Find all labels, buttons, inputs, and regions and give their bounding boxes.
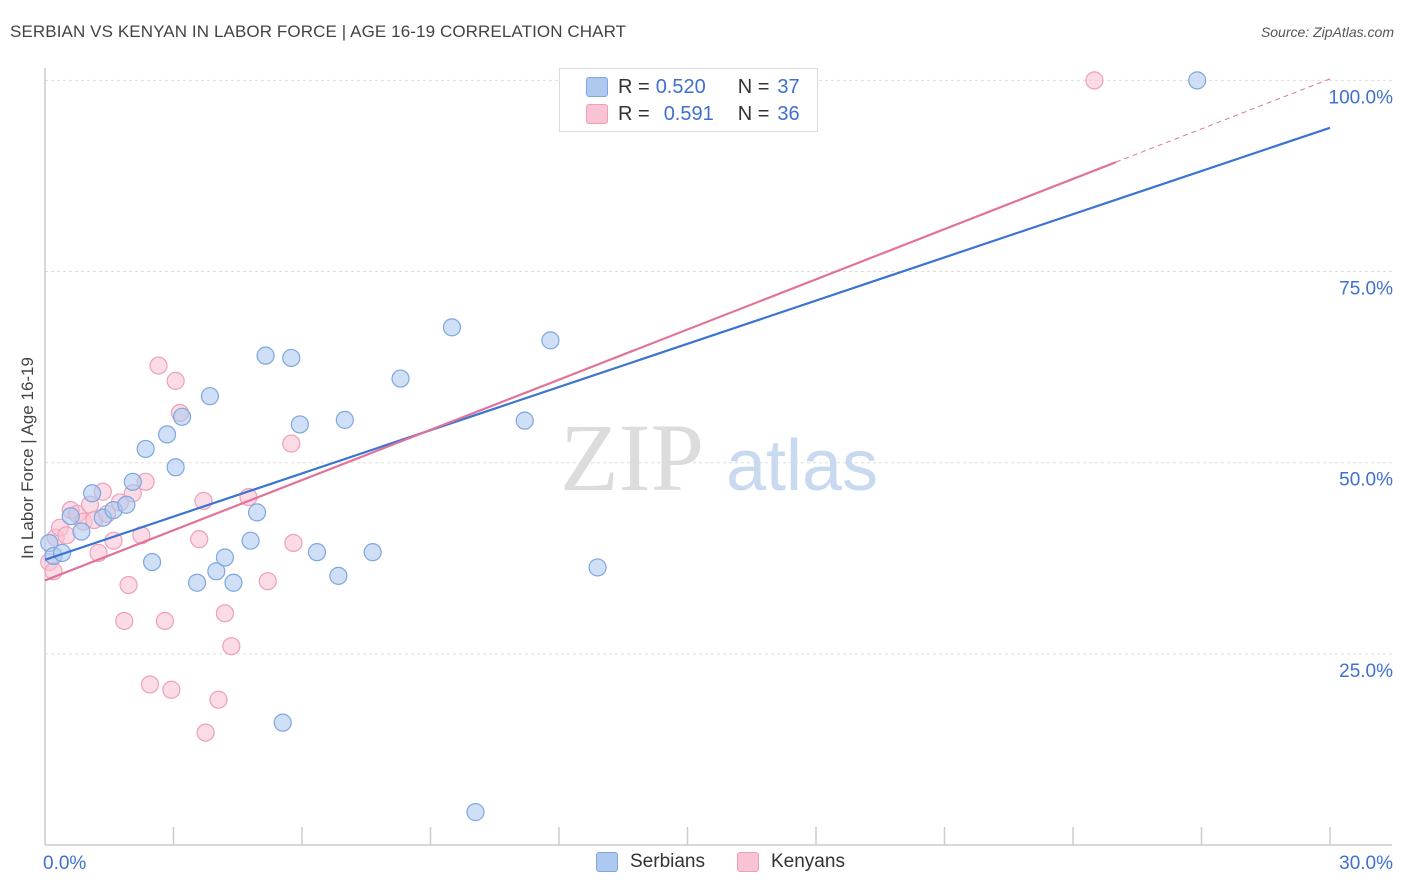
tick-labels: 25.0% 50.0% 75.0% 100.0% 0.0% 30.0% xyxy=(43,87,1393,874)
serbian-point xyxy=(136,439,155,459)
kenyan-point xyxy=(1085,71,1104,90)
serbian-point xyxy=(442,318,462,337)
serbian-point xyxy=(207,562,226,581)
legend-label: Serbians xyxy=(630,851,705,872)
kenyan-point xyxy=(166,371,185,390)
x-tick-label: 0.0% xyxy=(43,853,86,874)
serbian-points xyxy=(40,71,1207,822)
axes xyxy=(44,68,1392,846)
serbian-point xyxy=(329,566,348,585)
serbian-point xyxy=(142,552,162,572)
watermark: ZIP atlas xyxy=(560,404,878,511)
n-value: 37 xyxy=(777,75,800,98)
serbian-point xyxy=(123,472,142,491)
watermark-zip: ZIP xyxy=(560,404,704,511)
kenyan-point xyxy=(209,690,228,709)
kenyan-trend-extension xyxy=(1115,78,1331,163)
serbian-trend-line xyxy=(44,126,1331,561)
kenyan-point xyxy=(115,611,134,631)
kenyan-point xyxy=(149,356,168,375)
kenyan-point xyxy=(140,675,160,694)
serbian-point xyxy=(172,407,192,426)
legend-item-serbians[interactable]: Serbians xyxy=(596,851,705,873)
kenyan-point xyxy=(190,530,209,549)
r-label: R = xyxy=(618,102,650,125)
n-value: 36 xyxy=(777,102,800,125)
serbian-point xyxy=(307,543,327,562)
kenyan-point xyxy=(196,723,215,742)
legend-row-serbians: R = 0.520 N = 37 xyxy=(586,74,800,100)
kenyan-trend-line xyxy=(44,161,1117,582)
y-tick-label: 100.0% xyxy=(1329,87,1394,108)
y-tick-label: 50.0% xyxy=(1339,470,1393,491)
kenyan-point xyxy=(162,680,181,699)
serbian-swatch xyxy=(596,852,618,872)
serbian-point xyxy=(256,346,275,365)
kenyan-point xyxy=(222,637,241,656)
r-value: 0.520 xyxy=(655,75,706,98)
serbian-point xyxy=(282,348,301,368)
kenyan-point xyxy=(119,575,138,595)
kenyan-point xyxy=(155,611,175,631)
serbian-point xyxy=(72,522,91,541)
serbian-point xyxy=(1188,71,1207,90)
y-tick-label: 75.0% xyxy=(1339,279,1393,300)
serbian-swatch xyxy=(586,77,608,97)
kenyan-point xyxy=(284,533,303,553)
y-tick-label: 25.0% xyxy=(1339,661,1393,682)
n-label: N = xyxy=(737,75,770,98)
serbian-point xyxy=(273,713,292,732)
serbian-point xyxy=(215,548,234,567)
gridlines xyxy=(45,79,1392,655)
serbian-point xyxy=(515,411,534,430)
serbian-point xyxy=(157,425,177,444)
legend-label: Kenyans xyxy=(771,851,845,872)
correlation-legend: R = 0.520 N = 37 R = 0.591 N = 36 xyxy=(559,68,818,132)
serbian-point xyxy=(247,503,267,522)
serbian-point xyxy=(83,484,102,503)
serbian-point xyxy=(466,803,485,822)
kenyan-swatch xyxy=(586,104,608,124)
serbian-point xyxy=(363,543,382,562)
r-value: 0.591 xyxy=(663,102,714,125)
serbian-point xyxy=(391,369,410,388)
kenyan-swatch xyxy=(737,852,759,872)
trend-lines xyxy=(44,78,1331,582)
watermark-atlas: atlas xyxy=(726,426,878,506)
serbian-point xyxy=(187,573,207,592)
r-label: R = xyxy=(618,75,650,98)
kenyan-point xyxy=(258,572,277,591)
legend-item-kenyans[interactable]: Kenyans xyxy=(737,851,845,873)
serbian-point xyxy=(335,410,354,429)
n-label: N = xyxy=(737,102,770,125)
serbian-point xyxy=(241,531,260,550)
serbian-point xyxy=(117,495,136,514)
serbian-point xyxy=(588,558,607,577)
serbian-point xyxy=(166,458,185,477)
serbian-point xyxy=(200,387,220,406)
source-credit: Source: ZipAtlas.com xyxy=(1260,24,1394,40)
kenyan-point xyxy=(215,604,234,623)
kenyan-point xyxy=(282,434,301,453)
serbian-point xyxy=(61,507,80,526)
serbian-point xyxy=(541,331,560,350)
chart-title: SERBIAN VS KENYAN IN LABOR FORCE | AGE 1… xyxy=(10,22,627,41)
x-tick-label: 30.0% xyxy=(1339,853,1393,874)
serbian-point xyxy=(290,415,309,434)
legend-row-kenyans: R = 0.591 N = 36 xyxy=(586,101,800,127)
kenyan-point xyxy=(57,526,76,545)
serbian-point xyxy=(224,573,243,592)
